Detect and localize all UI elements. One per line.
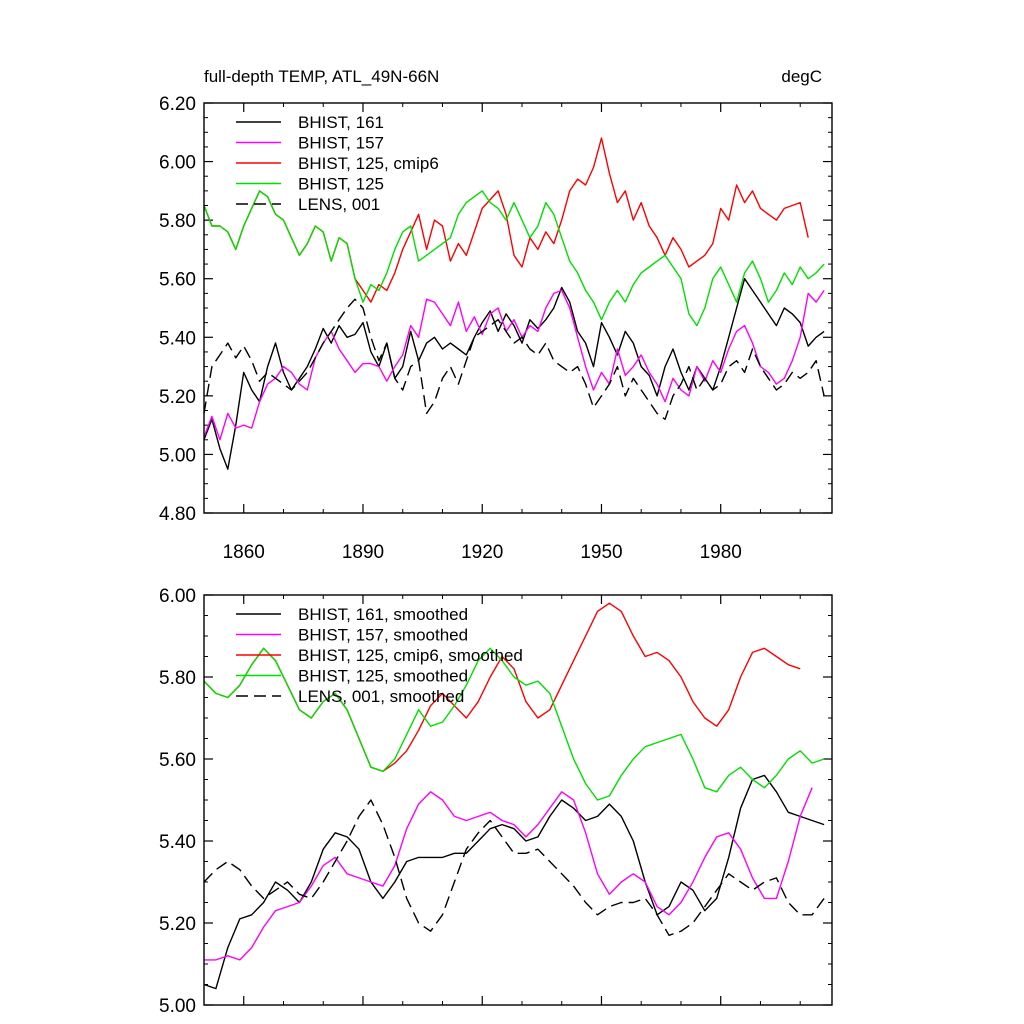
top-series-line-5 (203, 298, 825, 420)
bottom-y-tick-label: 5.20 (159, 914, 196, 935)
bottom-y-tick-label: 5.80 (159, 668, 196, 689)
bottom-series-line-4 (203, 647, 825, 801)
top-y-tick-label: 5.40 (159, 328, 196, 349)
bottom-legend-label-5: LENS, 001, smoothed (298, 687, 464, 706)
bottom-y-tick-label: 5.00 (159, 996, 196, 1017)
top-y-tick-label: 5.20 (159, 387, 196, 408)
bottom-y-tick-label: 6.00 (159, 586, 196, 607)
bottom-series-line-5 (203, 799, 825, 936)
bottom-legend-label-1: BHIST, 161, smoothed (298, 605, 468, 624)
bottom-panel-legend: BHIST, 161, smoothed BHIST, 157, smoothed… (236, 605, 523, 706)
top-panel-series (203, 137, 825, 470)
top-x-tick-label: 1860 (223, 542, 265, 563)
top-legend-label-1: BHIST, 161 (298, 113, 384, 132)
top-panel-title: full-depth TEMP, ATL_49N-66N (204, 67, 439, 86)
bottom-series-line-1 (203, 774, 825, 990)
top-y-tick-label: 4.80 (159, 504, 196, 525)
top-y-tick-label: 5.60 (159, 270, 196, 291)
top-x-tick-label: 1980 (700, 542, 742, 563)
bottom-panel-frame (203, 594, 833, 1006)
top-y-tick-label: 5.00 (159, 445, 196, 466)
bottom-y-tick-label: 5.60 (159, 750, 196, 771)
bottom-series-line-3 (203, 602, 801, 772)
top-x-tick-label: 1890 (342, 542, 384, 563)
bottom-series-line-2 (204, 787, 813, 961)
top-x-tick-label: 1920 (461, 542, 503, 563)
top-x-tick-label: 1950 (580, 542, 622, 563)
top-legend-label-5: LENS, 001 (298, 195, 380, 214)
top-y-tick-label: 5.80 (159, 211, 196, 232)
top-y-tick-label: 6.20 (159, 94, 196, 115)
top-legend-label-3: BHIST, 125, cmip6 (298, 154, 439, 173)
top-y-tick-label: 6.00 (159, 153, 196, 174)
top-panel: full-depth TEMP, ATL_49N-66N degC 4.80 5.… (159, 67, 833, 563)
top-series-line-2 (203, 289, 825, 441)
bottom-legend-label-3: BHIST, 125, cmip6, smoothed (298, 646, 523, 665)
top-legend-label-4: BHIST, 125 (298, 175, 384, 194)
bottom-panel-ticks: 5.00 5.20 5.40 5.60 5.80 6.00 (159, 586, 832, 1017)
top-panel-frame (203, 102, 833, 514)
top-legend-label-2: BHIST, 157 (298, 134, 384, 153)
bottom-legend-label-2: BHIST, 157, smoothed (298, 626, 468, 645)
top-panel-units: degC (781, 67, 822, 86)
top-series-line-4 (203, 190, 825, 327)
bottom-panel: 5.00 5.20 5.40 5.60 5.80 6.00 BHIST, 161, smo… (159, 586, 833, 1017)
bottom-y-tick-label: 5.40 (159, 832, 196, 853)
bottom-panel-series (203, 602, 825, 990)
top-series-line-1 (203, 278, 825, 470)
top-panel-ticks: 4.80 5.00 5.20 5.40 5.60 5.80 6.00 6.20 1860 1890… (159, 94, 832, 563)
bottom-legend-label-4: BHIST, 125, smoothed (298, 667, 468, 686)
